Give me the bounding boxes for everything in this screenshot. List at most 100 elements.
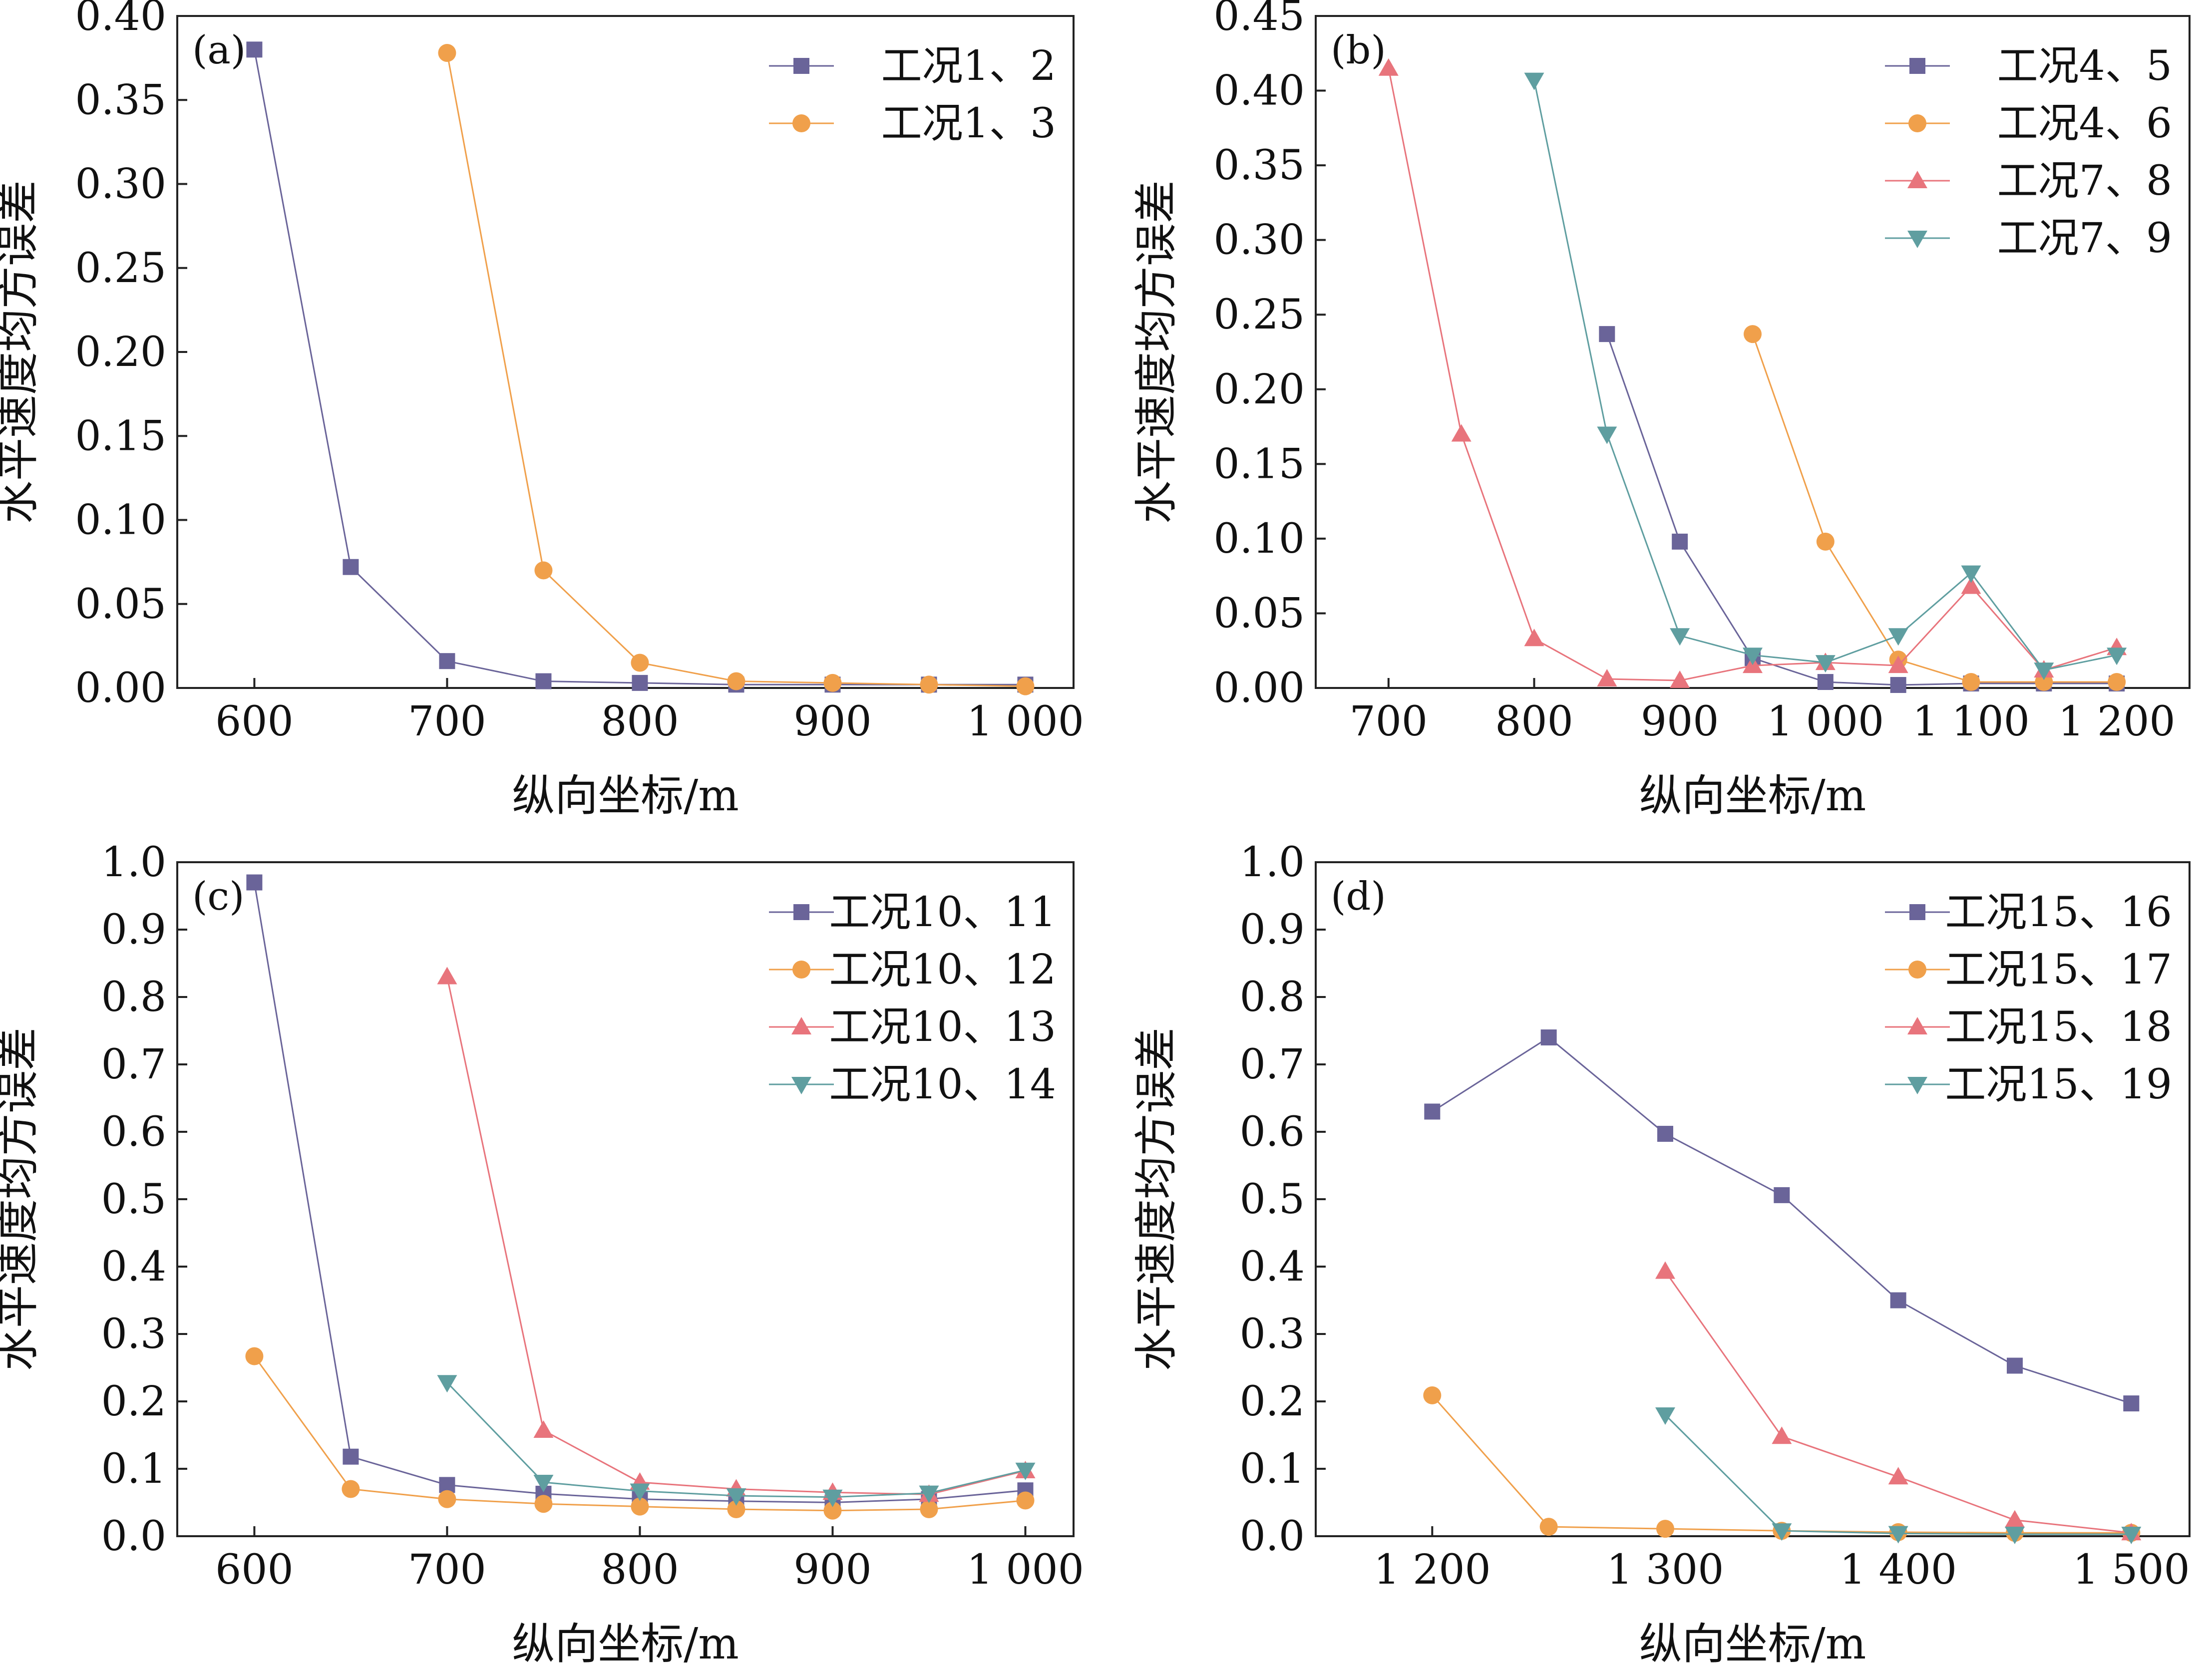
series-line <box>446 977 1026 1495</box>
y-tick-label: 0.3 <box>101 1311 166 1358</box>
legend-label: 工况4、5 <box>1997 42 2172 90</box>
y-tick-label: 0.5 <box>1240 1176 1305 1223</box>
data-point <box>2007 1357 2023 1374</box>
data-point <box>2005 1526 2025 1544</box>
y-tick-label: 0.40 <box>1213 67 1305 115</box>
data-point <box>1657 1126 1673 1142</box>
legend-marker <box>792 961 810 979</box>
legend-marker <box>1907 1017 1927 1034</box>
data-point <box>1815 655 1836 673</box>
data-point <box>246 874 263 891</box>
series-line <box>446 52 1026 687</box>
data-point <box>823 673 842 692</box>
data-point <box>920 675 938 694</box>
data-point <box>1016 1491 1035 1510</box>
data-point <box>437 1375 457 1393</box>
y-axis-label: 水平速度均方误差 <box>1131 180 1181 524</box>
data-point <box>2107 648 2127 666</box>
y-tick-label: 0.9 <box>101 906 166 954</box>
x-tick-label: 600 <box>215 1546 294 1594</box>
y-tick-label: 0.05 <box>1213 590 1305 637</box>
legend-label: 工况1、2 <box>881 42 1056 90</box>
x-tick-label: 1 000 <box>1767 698 1884 745</box>
legend-label: 工况10、14 <box>829 1061 1056 1108</box>
data-point <box>823 1501 842 1520</box>
y-tick-label: 0.1 <box>1240 1445 1305 1493</box>
y-tick-label: 0.25 <box>1213 291 1305 338</box>
x-tick-label: 1 200 <box>1374 1546 1491 1594</box>
data-point <box>1888 628 1908 646</box>
data-point <box>438 1490 456 1508</box>
data-point <box>439 653 455 669</box>
series-line <box>1432 1394 2132 1534</box>
data-point <box>1670 628 1690 646</box>
data-point <box>245 1347 264 1365</box>
x-tick-label: 1 400 <box>1840 1546 1957 1594</box>
y-axis-label: 水平速度均方误差 <box>0 180 43 524</box>
series <box>1744 325 2126 691</box>
legend-label: 工况10、13 <box>829 1003 1056 1051</box>
y-tick-label: 0.05 <box>75 581 166 628</box>
data-point <box>534 561 553 580</box>
legend-label: 工况15、16 <box>1945 889 2172 936</box>
y-tick-label: 0.4 <box>101 1243 166 1291</box>
x-tick-label: 900 <box>793 698 872 745</box>
x-tick-label: 600 <box>215 698 294 745</box>
data-point <box>246 41 263 58</box>
data-point <box>438 44 456 62</box>
legend-marker <box>1907 231 1927 248</box>
legend-marker <box>791 1077 811 1094</box>
y-tick-label: 0.2 <box>1240 1378 1305 1425</box>
data-point <box>631 1497 649 1516</box>
series <box>1524 72 2127 680</box>
panel-label: (c) <box>192 874 245 919</box>
legend-marker <box>793 58 809 74</box>
y-tick-label: 0.00 <box>75 665 166 712</box>
y-tick-label: 0.30 <box>75 161 166 208</box>
y-tick-label: 0.8 <box>101 974 166 1021</box>
y-tick-label: 0.6 <box>1240 1108 1305 1156</box>
plot-frame <box>1315 15 2191 689</box>
y-tick-label: 0.8 <box>1240 974 1305 1021</box>
series-line <box>1606 333 2117 686</box>
y-tick-label: 0.25 <box>75 245 166 292</box>
x-tick-label: 900 <box>1641 698 1719 745</box>
data-point <box>2005 1510 2025 1528</box>
y-tick-label: 0.40 <box>75 0 166 40</box>
y-axis-label: 水平速度均方误差 <box>1131 1027 1181 1371</box>
series <box>1378 58 2127 688</box>
data-point <box>630 1483 650 1501</box>
data-point <box>343 559 359 575</box>
y-tick-label: 0.1 <box>101 1445 166 1493</box>
series-line <box>1752 333 2117 683</box>
legend-marker <box>792 114 810 132</box>
series <box>438 44 1035 695</box>
x-tick-label: 800 <box>1495 698 1573 745</box>
panel-label: (a) <box>192 28 246 73</box>
data-point <box>1016 677 1035 695</box>
data-point <box>1888 656 1908 673</box>
y-tick-label: 0.35 <box>1213 142 1305 189</box>
data-point <box>1772 1426 1792 1444</box>
y-tick-label: 0.6 <box>101 1108 166 1156</box>
data-point <box>1888 1467 1908 1485</box>
data-point <box>726 1488 746 1506</box>
series <box>1655 1261 2142 1541</box>
legend-marker <box>1908 114 1926 132</box>
y-tick-label: 0.15 <box>75 412 166 460</box>
data-point <box>727 672 745 690</box>
data-point <box>534 1495 553 1513</box>
series-line <box>1664 1271 2132 1534</box>
data-point <box>1961 576 1981 594</box>
data-point <box>1423 1386 1442 1404</box>
panel-label: (b) <box>1331 28 1386 73</box>
data-point <box>1524 72 1544 90</box>
data-point <box>920 1500 938 1518</box>
data-point <box>2121 1526 2142 1544</box>
legend: 工况10、11 工况10、12 工况10、13 工况10、14 <box>769 889 1056 1108</box>
data-point <box>2123 1395 2140 1412</box>
x-axis-label: 纵向坐标/m <box>1639 1619 1866 1665</box>
series <box>1424 1029 2140 1412</box>
chart-panel: 700 800 900 1 000 1 100 1 200 0.00 0.05 0.10 0.15… <box>1131 0 2191 821</box>
